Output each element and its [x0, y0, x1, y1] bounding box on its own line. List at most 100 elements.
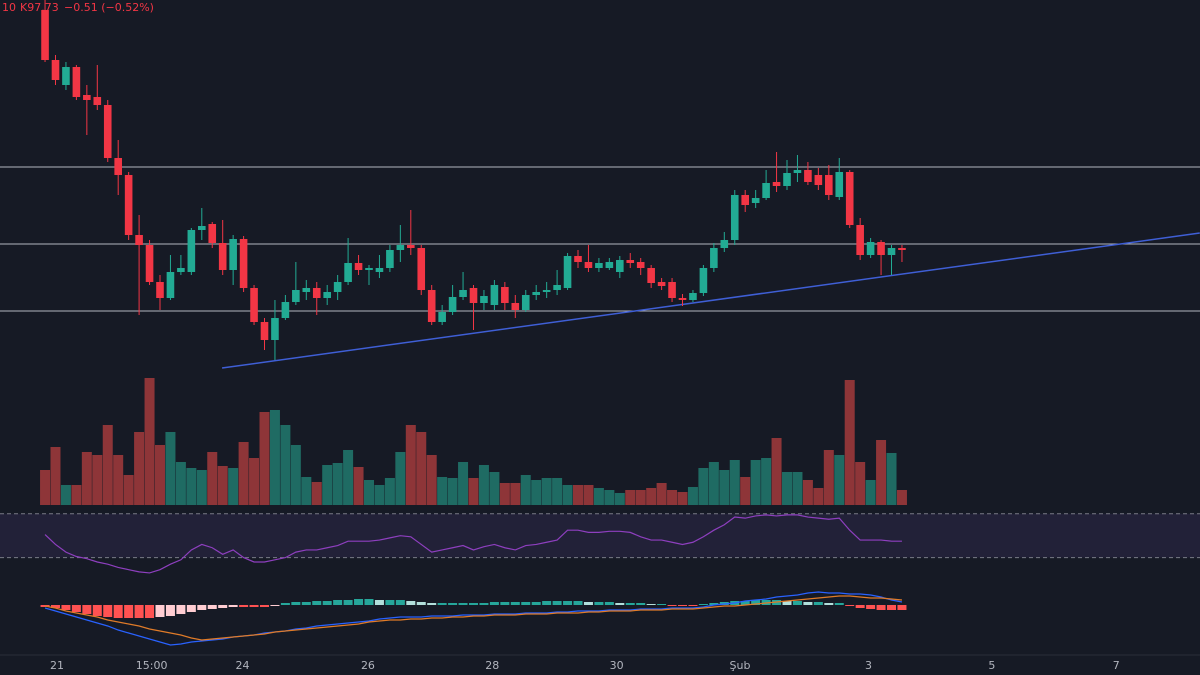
signal-line: [44, 595, 903, 641]
volume-bar: [447, 478, 458, 505]
candle-body: [866, 242, 875, 255]
volume-bar: [792, 472, 803, 505]
volume-bar: [207, 452, 218, 505]
macd-histogram-bar: [636, 603, 646, 605]
macd-pane: [40, 591, 907, 646]
x-tick-label: 7: [1113, 659, 1120, 672]
macd-histogram-bar: [667, 605, 677, 606]
candle-body: [521, 295, 530, 310]
macd-histogram-bar: [406, 601, 416, 605]
volume-bar: [876, 440, 887, 505]
candle-body: [156, 282, 164, 298]
macd-histogram-bar: [448, 603, 458, 605]
candle-body: [657, 282, 666, 286]
x-tick-label: 15:00: [136, 659, 168, 672]
candle-body: [375, 268, 384, 272]
candle-body: [636, 262, 645, 268]
macd-histogram-bar: [803, 602, 813, 605]
volume-bar: [729, 460, 740, 505]
candle-body: [845, 172, 854, 225]
candle-body: [678, 298, 687, 300]
x-tick-label: Şub: [730, 659, 751, 672]
candle-body: [187, 230, 196, 272]
volume-bar: [92, 455, 103, 505]
volume-bar: [102, 425, 113, 505]
macd-histogram-bar: [61, 605, 71, 610]
volume-bar: [896, 490, 907, 505]
macd-histogram-bar: [583, 602, 593, 605]
candle-body: [354, 263, 363, 270]
macd-histogram-bar: [322, 601, 332, 605]
macd-histogram-bar: [197, 605, 207, 610]
volume-bar: [81, 452, 92, 505]
x-tick-label: 26: [361, 659, 375, 672]
volume-bar: [395, 452, 406, 505]
volume-bar: [593, 488, 604, 505]
volume-bar: [687, 487, 698, 505]
volume-bar: [489, 472, 500, 505]
candle-body: [417, 248, 426, 290]
macd-histogram-bar: [782, 601, 792, 605]
x-tick-label: 5: [988, 659, 995, 672]
candle-body: [730, 195, 739, 240]
macd-histogram-bar: [542, 601, 552, 605]
x-tick-label: 21: [50, 659, 64, 672]
candle-body: [751, 198, 760, 203]
candle-body: [135, 235, 143, 245]
volume-bar: [374, 485, 385, 505]
candle-body: [542, 290, 551, 292]
price-pane: [0, 0, 1200, 369]
volume-bar: [761, 458, 772, 505]
macd-histogram-bar: [751, 600, 761, 605]
macd-histogram-bar: [500, 602, 510, 605]
macd-histogram-bar: [573, 601, 583, 605]
macd-histogram-bar: [489, 602, 499, 605]
volume-bar: [186, 468, 197, 505]
candle-body: [124, 175, 133, 235]
macd-histogram-bar: [113, 605, 123, 618]
volume-bar: [886, 453, 897, 505]
macd-histogram-bar: [437, 603, 447, 605]
candle-body: [772, 182, 781, 186]
volume-bar: [416, 432, 427, 505]
rsi-pane: [0, 513, 1200, 574]
volume-bar: [855, 462, 866, 505]
macd-histogram-bar: [709, 603, 719, 605]
volume-bar: [458, 462, 469, 505]
macd-histogram-bar: [249, 605, 259, 607]
candle-body: [856, 225, 864, 255]
candle-body: [668, 282, 676, 298]
candle-body: [741, 195, 750, 205]
volume-bar: [750, 460, 761, 505]
volume-bar: [510, 483, 521, 505]
volume-bar: [478, 465, 489, 505]
volume-bar: [144, 378, 155, 505]
macd-histogram-bar: [792, 601, 802, 605]
macd-histogram-bar: [552, 601, 562, 605]
macd-histogram-bar: [688, 605, 698, 606]
candle-body: [710, 248, 718, 268]
candle-body: [459, 290, 467, 297]
macd-histogram-bar: [354, 599, 364, 605]
volume-bar: [813, 488, 824, 505]
volume-bar: [384, 478, 395, 505]
volume-bar: [134, 432, 145, 505]
volume-bar: [771, 438, 782, 505]
macd-histogram-bar: [333, 600, 343, 605]
macd-line: [44, 591, 903, 646]
volume-bar: [165, 432, 176, 505]
candle-body: [887, 248, 896, 255]
candle-body: [448, 297, 457, 312]
candle-body: [480, 296, 488, 303]
candle-body: [312, 288, 321, 298]
volume-bar: [698, 468, 709, 505]
macd-histogram-bar: [165, 605, 175, 616]
volume-bar: [844, 380, 855, 505]
macd-histogram-bar: [604, 602, 614, 605]
candle-body: [239, 239, 248, 288]
volume-bar: [426, 455, 437, 505]
macd-histogram-bar: [176, 605, 186, 614]
volume-bar: [782, 472, 793, 505]
volume-bar: [625, 490, 636, 505]
macd-histogram-bar: [374, 600, 384, 605]
